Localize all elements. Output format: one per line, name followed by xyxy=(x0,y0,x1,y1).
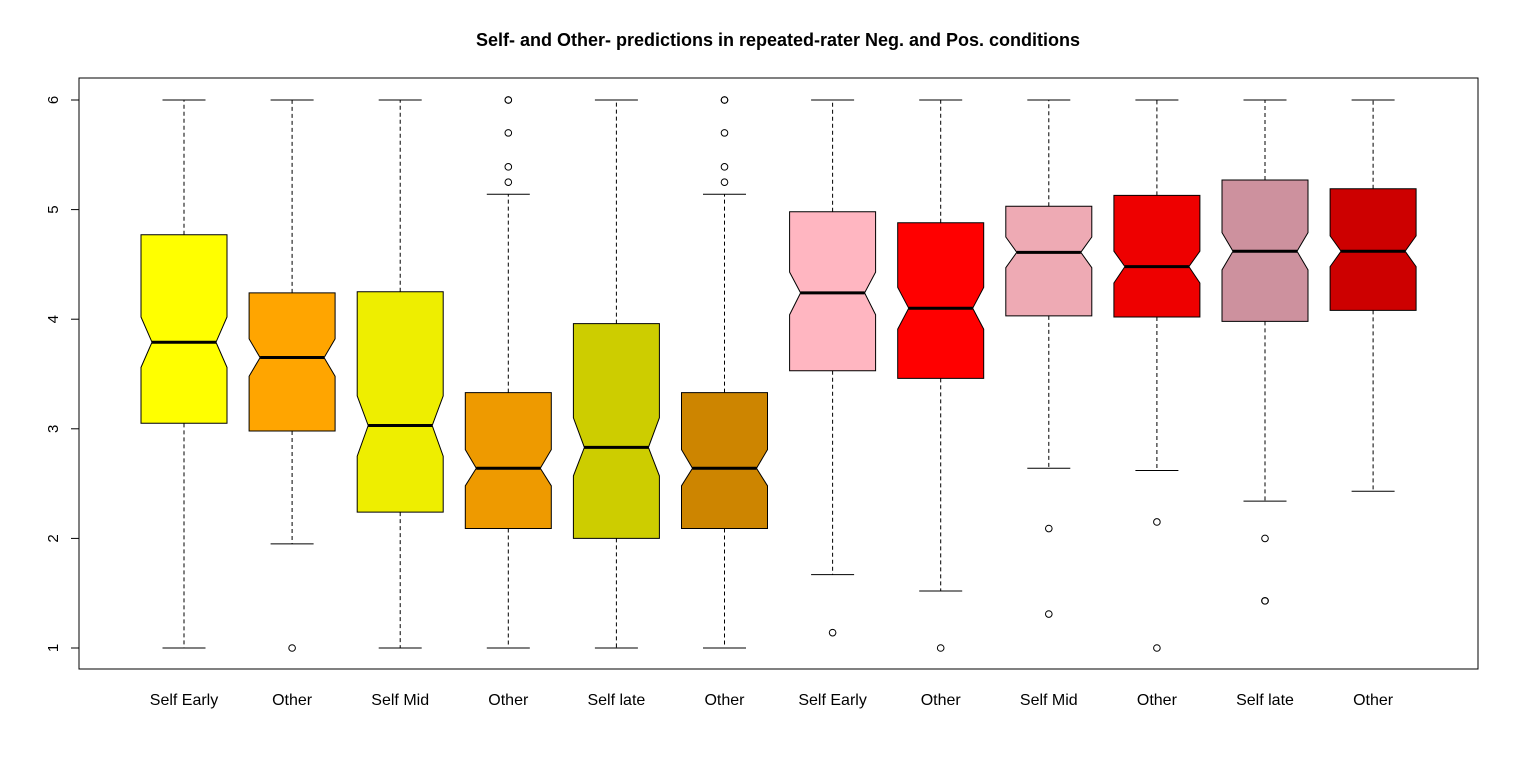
x-category-label: Other xyxy=(272,692,313,709)
boxes-group xyxy=(140,96,1417,652)
box-body xyxy=(140,234,228,424)
box-3 xyxy=(356,99,444,649)
chart-title: Self- and Other- predictions in repeated… xyxy=(476,30,1080,50)
x-category-label: Other xyxy=(1353,692,1394,709)
box-body xyxy=(1329,188,1417,311)
outlier-point xyxy=(1045,610,1053,618)
box-12 xyxy=(1329,99,1417,492)
x-category-label: Self Mid xyxy=(371,692,429,709)
outlier-point xyxy=(1261,534,1269,543)
x-category-label: Self Early xyxy=(150,692,218,709)
outlier-point xyxy=(504,96,513,104)
outlier-point xyxy=(720,96,729,104)
x-axis-labels: Self Early Other Self Mid Other Self late Oth… xyxy=(150,692,1394,709)
x-category-label: Other xyxy=(704,692,745,709)
outlier-point xyxy=(828,628,837,637)
box-body xyxy=(789,211,877,372)
box-9 xyxy=(1005,99,1093,618)
box-11 xyxy=(1221,99,1309,605)
y-axis: 1 2 3 4 5 6 xyxy=(45,96,80,652)
y-tick-label: 2 xyxy=(45,534,62,542)
box-1 xyxy=(140,99,228,649)
outlier-point xyxy=(504,163,513,171)
outlier-point xyxy=(1153,644,1161,652)
outlier-point xyxy=(936,644,945,652)
outlier-point xyxy=(720,163,729,171)
x-category-label: Self late xyxy=(1236,692,1294,709)
y-tick-label: 1 xyxy=(45,644,62,652)
box-8 xyxy=(897,99,985,652)
box-body xyxy=(1113,194,1201,318)
box-body xyxy=(1005,205,1093,317)
outlier-point xyxy=(720,129,729,137)
y-tick-label: 6 xyxy=(45,96,62,104)
outlier-point xyxy=(504,129,513,137)
box-body xyxy=(681,392,768,529)
outlier-point xyxy=(288,644,296,652)
y-tick-label: 4 xyxy=(45,315,62,323)
x-category-label: Self Early xyxy=(798,692,866,709)
box-body xyxy=(248,292,336,432)
box-body xyxy=(464,392,552,529)
box-7 xyxy=(789,99,877,637)
box-6 xyxy=(681,96,768,649)
box-body xyxy=(356,291,444,513)
x-category-label: Other xyxy=(921,692,962,709)
box-5 xyxy=(572,99,660,649)
box-body xyxy=(572,323,660,539)
y-tick-label: 3 xyxy=(45,425,62,433)
outlier-point xyxy=(1153,518,1161,526)
x-category-label: Self late xyxy=(587,692,645,709)
y-tick-label: 5 xyxy=(45,205,62,213)
x-category-label: Other xyxy=(488,692,529,709)
outlier-point xyxy=(720,178,729,186)
outlier-point xyxy=(1045,524,1053,533)
box-10 xyxy=(1113,99,1201,652)
box-4 xyxy=(464,96,552,649)
x-category-label: Other xyxy=(1137,692,1178,709)
box-body xyxy=(897,222,985,379)
box-2 xyxy=(248,99,336,652)
outlier-point xyxy=(1261,597,1269,605)
outlier-point xyxy=(504,178,513,186)
x-category-label: Self Mid xyxy=(1020,692,1078,709)
